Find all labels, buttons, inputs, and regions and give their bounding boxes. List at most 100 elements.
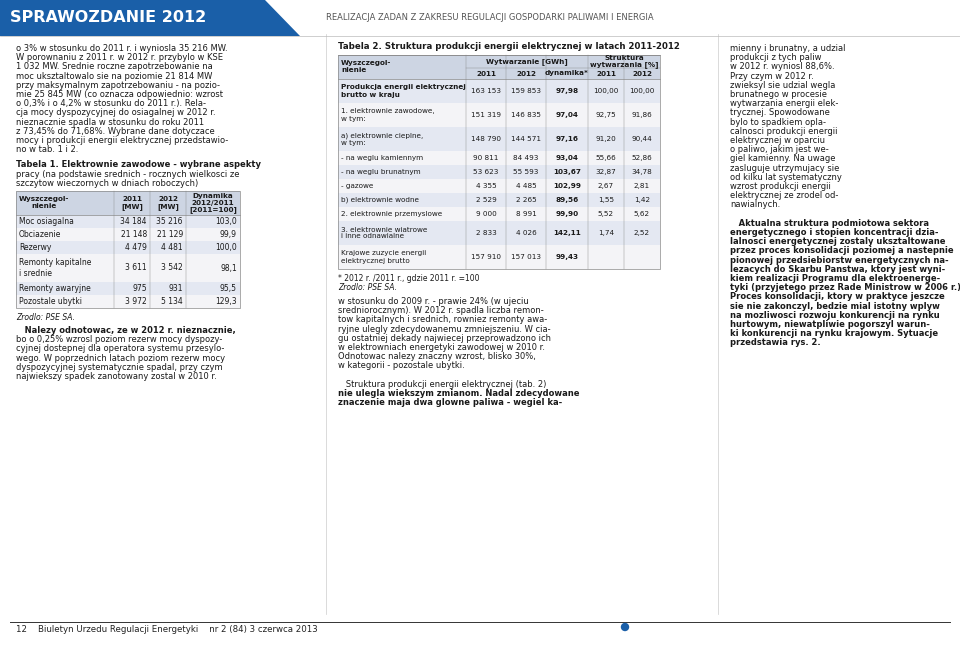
Text: tow kapitalnych i srednich, rowniez remonty awa-: tow kapitalnych i srednich, rowniez remo… [338, 316, 547, 325]
Text: 91,86: 91,86 [632, 112, 653, 118]
Text: 3 972: 3 972 [125, 297, 147, 306]
Text: 975: 975 [132, 284, 147, 293]
Text: hurtowym, niewatpliwie pogorszyl warun-: hurtowym, niewatpliwie pogorszyl warun- [730, 320, 930, 329]
Text: Aktualna struktura podmiotowa sektora: Aktualna struktura podmiotowa sektora [730, 219, 929, 228]
Text: dynamika*: dynamika* [545, 70, 588, 77]
Text: 100,00: 100,00 [593, 88, 618, 94]
Text: w 2012 r. wyniosl 88,6%.: w 2012 r. wyniosl 88,6%. [730, 62, 834, 72]
Text: 92,75: 92,75 [595, 112, 616, 118]
Text: 99,43: 99,43 [556, 254, 579, 260]
Text: 2,52: 2,52 [634, 230, 650, 236]
Text: 55,66: 55,66 [595, 155, 616, 161]
Text: lezacych do Skarbu Panstwa, ktory jest wyni-: lezacych do Skarbu Panstwa, ktory jest w… [730, 265, 946, 274]
Text: 4 355: 4 355 [475, 183, 496, 189]
Text: 34,78: 34,78 [632, 169, 653, 175]
Text: trycznej. Spowodowane: trycznej. Spowodowane [730, 108, 829, 117]
Text: lalnosci energetycznej zostaly uksztaltowane: lalnosci energetycznej zostaly uksztalto… [730, 237, 946, 246]
Text: 2 529: 2 529 [475, 197, 496, 203]
Text: moc uksztaltowalo sie na poziomie 21 814 MW: moc uksztaltowalo sie na poziomie 21 814… [16, 72, 212, 81]
Text: Produkcja energii elektrycznej
brutto w kraju: Produkcja energii elektrycznej brutto w … [341, 85, 466, 98]
Text: SPRAWOZDANIE 2012: SPRAWOZDANIE 2012 [10, 10, 206, 26]
Text: 21 129: 21 129 [156, 230, 183, 239]
Text: 100,0: 100,0 [215, 243, 237, 252]
Text: 12    Biuletyn Urzedu Regulacji Energetyki    nr 2 (84) 3 czerwca 2013: 12 Biuletyn Urzedu Regulacji Energetyki … [16, 625, 318, 634]
Bar [16, 191, 240, 308]
Text: cja mocy dyspozycyjnej do osiagalnej w 2012 r.: cja mocy dyspozycyjnej do osiagalnej w 2… [16, 108, 216, 117]
Text: szczytow wieczornych w dniach roboczych): szczytow wieczornych w dniach roboczych) [16, 179, 199, 188]
Text: 4 485: 4 485 [516, 183, 537, 189]
Text: 97,16: 97,16 [556, 136, 579, 142]
Text: REALIZACJA ZADAN Z ZAKRESU REGULACJI GOSPODARKI PALIWAMI I ENERGIA: REALIZACJA ZADAN Z ZAKRESU REGULACJI GOS… [326, 14, 654, 22]
Text: energetycznego i stopien koncentracji dzia-: energetycznego i stopien koncentracji dz… [730, 228, 939, 237]
Text: z 73,45% do 71,68%. Wybrane dane dotyczace: z 73,45% do 71,68%. Wybrane dane dotycza… [16, 127, 215, 136]
Text: a) elektrownie cieplne,
w tym:: a) elektrownie cieplne, w tym: [341, 133, 423, 146]
Text: Zrodlo: PSE SA.: Zrodlo: PSE SA. [338, 283, 397, 292]
Text: 95,5: 95,5 [220, 284, 237, 293]
Text: w stosunku do 2009 r. - prawie 24% (w ujeciu: w stosunku do 2009 r. - prawie 24% (w uj… [338, 297, 529, 306]
Text: Krajowe zuzycie energii
elektrycznej brutto: Krajowe zuzycie energii elektrycznej bru… [341, 251, 426, 264]
Text: o 3% w stosunku do 2011 r. i wyniosla 35 216 MW.: o 3% w stosunku do 2011 r. i wyniosla 35… [16, 44, 228, 53]
Text: Wyszczegol-
nienie: Wyszczegol- nienie [341, 60, 392, 73]
Text: giel kamienny. Na uwage: giel kamienny. Na uwage [730, 154, 835, 163]
Text: sredniorocznym). W 2012 r. spadla liczba remon-: sredniorocznym). W 2012 r. spadla liczba… [338, 306, 543, 315]
Text: 1. elektrownie zawodowe,
w tym:: 1. elektrownie zawodowe, w tym: [341, 108, 435, 121]
Text: najwiekszy spadek zanotowany zostal w 2010 r.: najwiekszy spadek zanotowany zostal w 20… [16, 372, 217, 381]
Text: 2,67: 2,67 [598, 183, 614, 189]
Text: przy maksymalnym zapotrzebowaniu - na pozio-: przy maksymalnym zapotrzebowaniu - na po… [16, 81, 220, 90]
Text: 2012
[MW]: 2012 [MW] [157, 196, 179, 210]
Text: 2012: 2012 [516, 70, 536, 77]
Text: 142,11: 142,11 [553, 230, 581, 236]
Text: 3 542: 3 542 [161, 264, 183, 272]
Text: 9 000: 9 000 [475, 211, 496, 217]
Text: wytwarzania energii elek-: wytwarzania energii elek- [730, 99, 838, 108]
Text: W porownaniu z 2011 r. w 2012 r. przybylo w KSE: W porownaniu z 2011 r. w 2012 r. przybyl… [16, 53, 223, 62]
Text: ki konkurencji na rynku krajowym. Sytuacje: ki konkurencji na rynku krajowym. Sytuac… [730, 329, 938, 338]
Text: przez proces konsolidacji poziomej a nastepnie: przez proces konsolidacji poziomej a nas… [730, 247, 953, 255]
Polygon shape [265, 0, 300, 36]
Text: Tabela 2. Struktura produkcji energii elektrycznej w latach 2011-2012: Tabela 2. Struktura produkcji energii el… [338, 42, 680, 51]
Text: w kategorii - pozostale ubytki.: w kategorii - pozostale ubytki. [338, 361, 465, 371]
Text: 53 623: 53 623 [473, 169, 498, 175]
Text: Moc osiagalna: Moc osiagalna [19, 217, 74, 226]
Text: 1 032 MW. Srednie roczne zapotrzebowanie na: 1 032 MW. Srednie roczne zapotrzebowanie… [16, 62, 213, 72]
Text: od kilku lat systematyczny: od kilku lat systematyczny [730, 173, 842, 182]
Text: 2011: 2011 [596, 70, 616, 77]
Text: 2012: 2012 [632, 70, 652, 77]
Bar [16, 215, 240, 228]
Bar [338, 127, 660, 151]
Text: 157 910: 157 910 [471, 254, 501, 260]
Text: 3 611: 3 611 [126, 264, 147, 272]
Text: 99,90: 99,90 [556, 211, 579, 217]
Bar [338, 179, 660, 193]
Text: 1,74: 1,74 [598, 230, 614, 236]
Text: 8 991: 8 991 [516, 211, 537, 217]
Text: 2. elektrownie przemyslowe: 2. elektrownie przemyslowe [341, 211, 443, 217]
Text: 159 853: 159 853 [511, 88, 541, 94]
Text: zwieksyl sie udzial wegla: zwieksyl sie udzial wegla [730, 81, 835, 90]
Text: Wyszczegol-
nienie: Wyszczegol- nienie [19, 197, 69, 209]
Text: bylo to spadkiem opla-: bylo to spadkiem opla- [730, 117, 826, 127]
Text: 931: 931 [169, 284, 183, 293]
Text: Struktura produkcji energii elektrycznej (tab. 2): Struktura produkcji energii elektrycznej… [338, 380, 546, 389]
Text: Struktura
wytwarzania [%]: Struktura wytwarzania [%] [589, 54, 659, 68]
Bar [338, 103, 660, 127]
Text: calnosci produkcji energii: calnosci produkcji energii [730, 127, 837, 136]
Text: wzrost produkcji energii: wzrost produkcji energii [730, 182, 830, 191]
Text: Odnotowac nalezy znaczny wzrost, blisko 30%,: Odnotowac nalezy znaczny wzrost, blisko … [338, 352, 536, 361]
Text: pracy (na podstawie srednich - rocznych wielkosci ze: pracy (na podstawie srednich - rocznych … [16, 170, 239, 178]
Text: znaczenie maja dwa glowne paliwa - wegiel ka-: znaczenie maja dwa glowne paliwa - wegie… [338, 398, 563, 407]
Text: 163 153: 163 153 [471, 88, 501, 94]
Bar [338, 165, 660, 179]
Text: Remonty kapitalne
i srednie: Remonty kapitalne i srednie [19, 258, 91, 277]
Text: 1,42: 1,42 [634, 197, 650, 203]
Text: pionowej przedsiebiorstw energetycznych na-: pionowej przedsiebiorstw energetycznych … [730, 256, 948, 264]
Text: Rezerwy: Rezerwy [19, 243, 52, 252]
Text: ryjne ulegly zdecydowanemu zmniejszeniu. W cia-: ryjne ulegly zdecydowanemu zmniejszeniu.… [338, 325, 551, 334]
Bar [16, 282, 240, 295]
Text: 103,0: 103,0 [215, 217, 237, 226]
Text: bo o 0,25% wzrosl poziom rezerw mocy dyspozy-: bo o 0,25% wzrosl poziom rezerw mocy dys… [16, 335, 223, 344]
Text: 99,9: 99,9 [220, 230, 237, 239]
Circle shape [621, 623, 629, 630]
Text: 91,20: 91,20 [595, 136, 616, 142]
Text: b) elektrownie wodne: b) elektrownie wodne [341, 197, 419, 203]
